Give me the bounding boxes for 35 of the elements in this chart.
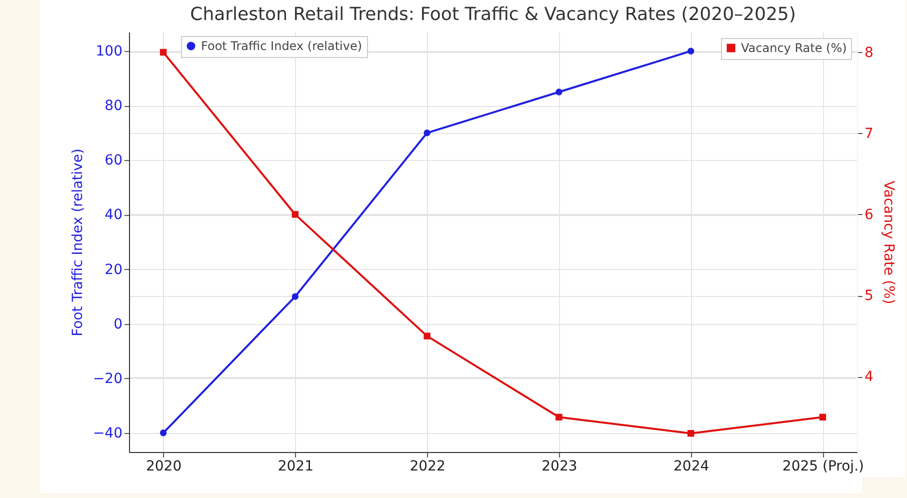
y2-tick-label: 8 xyxy=(864,44,874,61)
point xyxy=(292,293,299,300)
x-tick-label: 2025 (Proj.) xyxy=(782,458,864,474)
point xyxy=(424,332,430,340)
y2-tick-label: 5 xyxy=(864,288,874,304)
y-tick-label: −20 xyxy=(92,370,122,387)
y-axis-title: Foot Traffic Index (relative) xyxy=(70,148,86,336)
point xyxy=(819,414,826,420)
y-tick-label: −40 xyxy=(92,425,122,442)
chart-title: Charleston Retail Trends: Foot Traffic & Vacancy Rates (2020–2025) xyxy=(190,4,796,25)
y-tick-label: 40 xyxy=(104,207,122,224)
y-tick-label: 0 xyxy=(114,316,122,332)
y2-tick-label: 4 xyxy=(864,369,874,386)
point xyxy=(687,430,694,437)
x-tick-label: 2020 xyxy=(146,458,182,474)
y-tick-label: 80 xyxy=(104,98,122,114)
y-tick-label: 20 xyxy=(104,262,122,278)
point xyxy=(160,48,167,56)
point xyxy=(556,88,562,96)
point xyxy=(292,211,299,218)
y2-axis-title: Vacancy Rate (%) xyxy=(880,180,896,304)
point xyxy=(556,414,562,420)
x-tick-label: 2024 xyxy=(674,458,710,474)
y2-tick-label: 7 xyxy=(864,126,874,142)
y-tick-label: 100 xyxy=(96,44,122,60)
y2-tick-label: 6 xyxy=(864,206,874,223)
point xyxy=(687,48,694,54)
x-tick-label: 2022 xyxy=(410,458,446,474)
point xyxy=(424,130,430,136)
legend-label: Vacancy Rate (%) xyxy=(741,41,847,55)
legend-label: Foot Traffic Index (relative) xyxy=(201,39,362,53)
y-tick-label: 60 xyxy=(104,152,122,169)
x-tick-label: 2021 xyxy=(278,458,314,474)
x-tick-label: 2023 xyxy=(542,458,578,474)
point xyxy=(160,430,167,436)
